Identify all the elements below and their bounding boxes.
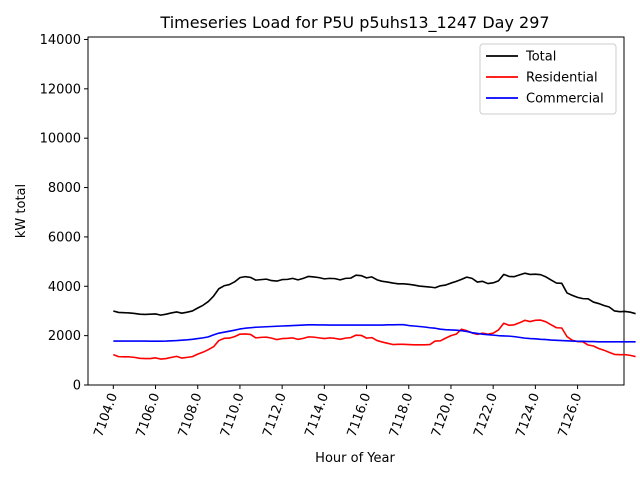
series-line-commercial [113,323,636,343]
y-tick-label: 6000 [48,230,81,245]
series-line-total [113,272,636,316]
y-tick-label: 0 [73,379,81,394]
y-axis-label: kW total [14,184,29,238]
axes-frame [87,36,625,386]
y-axis-ticks: 0 2000 4000 6000 8000 10000 12000 14000 [40,33,88,394]
legend-label-commercial: Commercial [526,92,604,107]
x-axis-label: Hour of Year [315,451,395,466]
legend-label-total: Total [525,50,556,65]
legend: Total Residential Commercial [479,43,617,115]
series-line-residential [113,319,636,360]
y-tick-label: 8000 [48,181,81,196]
y-tick-label: 4000 [48,280,81,295]
y-tick-label: 10000 [40,132,81,147]
y-tick-label: 2000 [48,329,81,344]
chart-title: Timeseries Load for P5U p5uhs13_1247 Day… [159,13,549,33]
y-tick-label: 14000 [40,33,81,48]
legend-box [479,43,617,115]
y-tick-label: 12000 [40,82,81,97]
series-group [113,272,636,360]
legend-label-residential: Residential [526,71,598,86]
